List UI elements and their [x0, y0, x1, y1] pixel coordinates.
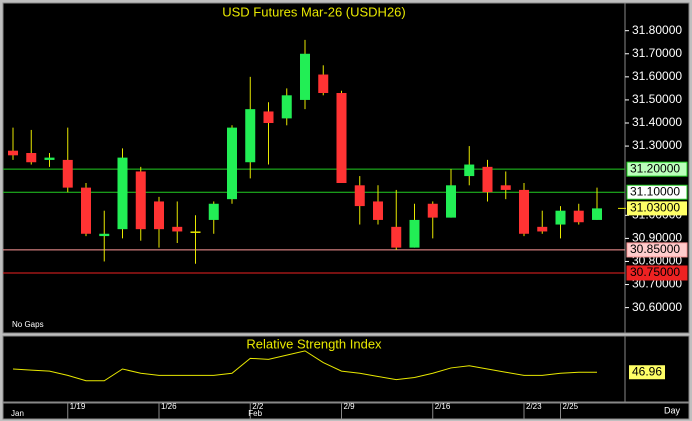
x-tick-label: 2/25	[563, 402, 579, 411]
candle-body	[446, 185, 456, 218]
y-tick-label: 31.80000	[632, 23, 682, 37]
candle-body	[482, 166, 493, 193]
y-tick-label: 30.60000	[632, 300, 682, 314]
chart-title: USD Futures Mar-26 (USDH26)	[222, 4, 406, 19]
x-tick-label: 1/19	[70, 402, 86, 411]
level-label: 30.85000	[630, 242, 680, 256]
candle-body	[500, 185, 511, 190]
month-label: Jan	[11, 409, 24, 418]
candle-body	[519, 189, 529, 234]
candle-body	[99, 233, 110, 237]
rsi-title: Relative Strength Index	[246, 336, 382, 351]
candle-body	[281, 95, 292, 119]
candle-body	[592, 208, 602, 220]
date-axis	[2, 402, 690, 420]
y-tick-label: 31.60000	[632, 69, 682, 83]
candle-body	[336, 93, 347, 183]
rsi-line	[12, 350, 598, 382]
candle-body	[245, 109, 256, 163]
level-label: 30.75000	[630, 265, 680, 279]
candle-body	[263, 111, 274, 123]
candle-body	[555, 210, 566, 225]
candle-body	[44, 157, 55, 160]
rsi-last-box	[629, 365, 665, 380]
candle-body	[135, 171, 146, 230]
candle-body	[537, 226, 548, 232]
candle-body	[391, 226, 402, 248]
last-price-label: 31.03000	[630, 201, 680, 215]
candle-body	[227, 127, 237, 200]
rsi-panel	[2, 335, 626, 403]
y-tick-label: 31.50000	[632, 92, 682, 106]
x-tick-label: 2/23	[526, 402, 542, 411]
candle-body	[427, 203, 438, 218]
candle-body	[190, 231, 201, 233]
x-axis-label: Day	[664, 405, 681, 415]
x-tick-label: 1/26	[161, 402, 177, 411]
candle-body	[573, 210, 584, 223]
x-tick-label: 2/16	[435, 402, 451, 411]
x-tick-label: 2/2	[252, 402, 264, 411]
y-tick-label: 31.30000	[632, 138, 682, 152]
candle-body	[464, 164, 475, 177]
candle-body	[409, 219, 420, 248]
note: No Gaps	[12, 320, 44, 329]
candle-body	[8, 150, 18, 156]
y-tick-label: 31.70000	[632, 46, 682, 60]
candle-body	[318, 74, 329, 93]
candle-body	[62, 159, 73, 188]
candle-body	[354, 185, 365, 207]
candle-body	[300, 53, 310, 100]
rsi-last-label: 46.96	[632, 364, 662, 378]
candle-body	[373, 201, 383, 220]
candle-body	[154, 201, 164, 230]
month-label: Feb	[248, 409, 262, 418]
candle-body	[172, 226, 183, 232]
y-tick-label: 31.40000	[632, 115, 682, 129]
level-label: 31.10000	[630, 184, 680, 198]
level-label-box	[626, 242, 688, 258]
candle-body	[26, 153, 37, 163]
candle-body	[117, 157, 128, 230]
level-label-box	[626, 184, 688, 200]
candle-body	[81, 187, 91, 234]
price-panel	[2, 2, 626, 334]
candle-body	[208, 203, 219, 220]
level-label-box	[626, 161, 688, 177]
y-tick-label: 30.90000	[632, 231, 682, 245]
x-tick-label: 2/9	[344, 402, 356, 411]
level-label-box	[626, 265, 688, 281]
last-price-box	[627, 201, 687, 216]
level-label: 31.20000	[630, 161, 680, 175]
